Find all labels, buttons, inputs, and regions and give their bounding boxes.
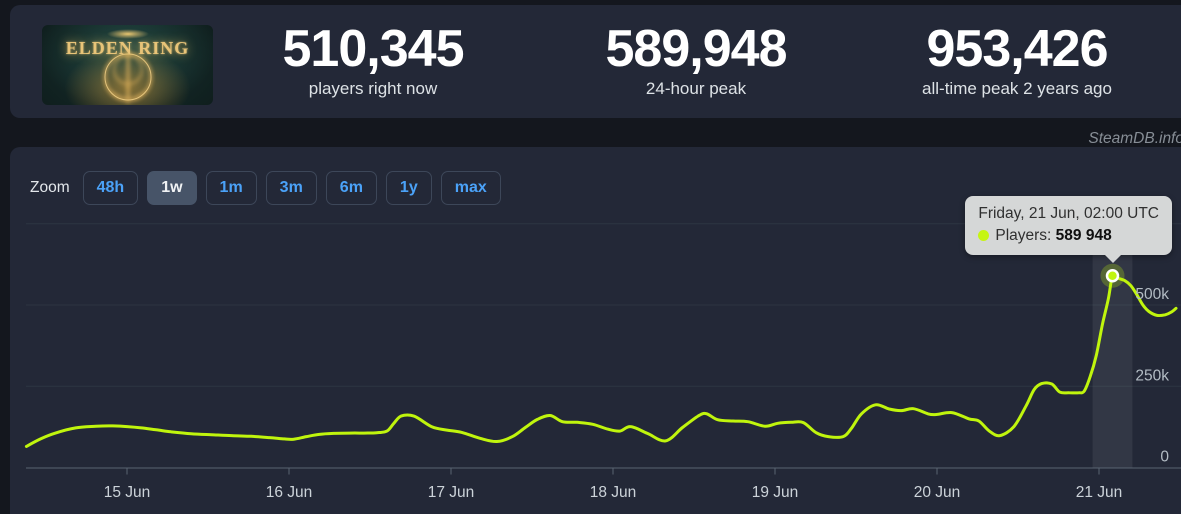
range-button-1y[interactable]: 1y: [385, 171, 432, 205]
stat-current-players: 510,345 players right now: [213, 20, 533, 99]
stat-label: all-time peak 2 years ago: [922, 79, 1112, 98]
zoom-label: Zoom: [30, 179, 70, 196]
header-card: ELDEN RING 510,345 players right now 589…: [10, 5, 1181, 118]
tooltip-date: Friday, 21 Jun, 02:00 UTC: [978, 205, 1159, 222]
range-button-1m[interactable]: 1m: [205, 171, 257, 205]
range-button-6m[interactable]: 6m: [325, 171, 377, 205]
game-title: ELDEN RING: [65, 38, 190, 58]
stat-value: 510,345: [282, 20, 465, 78]
game-capsule: ELDEN RING: [42, 25, 213, 105]
stat-value: 589,948: [605, 20, 788, 78]
stat-alltime-peak: 953,426 all-time peak 2 years ago: [857, 20, 1177, 99]
series-marker-icon: [978, 230, 990, 241]
zoom-controls: Zoom 48h 1w 1m 3m 6m 1y max: [30, 171, 510, 205]
tooltip-players-label: Players:: [995, 227, 1052, 244]
tooltip-arrow: [1104, 254, 1122, 272]
elden-ring-artwork: [103, 51, 153, 103]
range-button-1w[interactable]: 1w: [147, 171, 197, 205]
capsule-flare-decoration: [97, 27, 158, 41]
stat-label: 24-hour peak: [645, 79, 747, 98]
chart-tooltip: Friday, 21 Jun, 02:00 UTC Players: 589 9…: [965, 196, 1172, 263]
stat-24h-peak: 589,948 24-hour peak: [536, 20, 856, 99]
range-button-48h[interactable]: 48h: [82, 171, 139, 205]
tooltip-players-value: 589 948: [1055, 227, 1112, 244]
stat-value: 953,426: [926, 20, 1109, 78]
stat-label: players right now: [308, 79, 438, 98]
range-button-max[interactable]: max: [440, 171, 501, 205]
steamdb-watermark: SteamDB.info: [1088, 130, 1181, 147]
range-button-3m[interactable]: 3m: [265, 171, 317, 205]
tooltip-players-row: Players: 589 948: [978, 225, 1159, 247]
